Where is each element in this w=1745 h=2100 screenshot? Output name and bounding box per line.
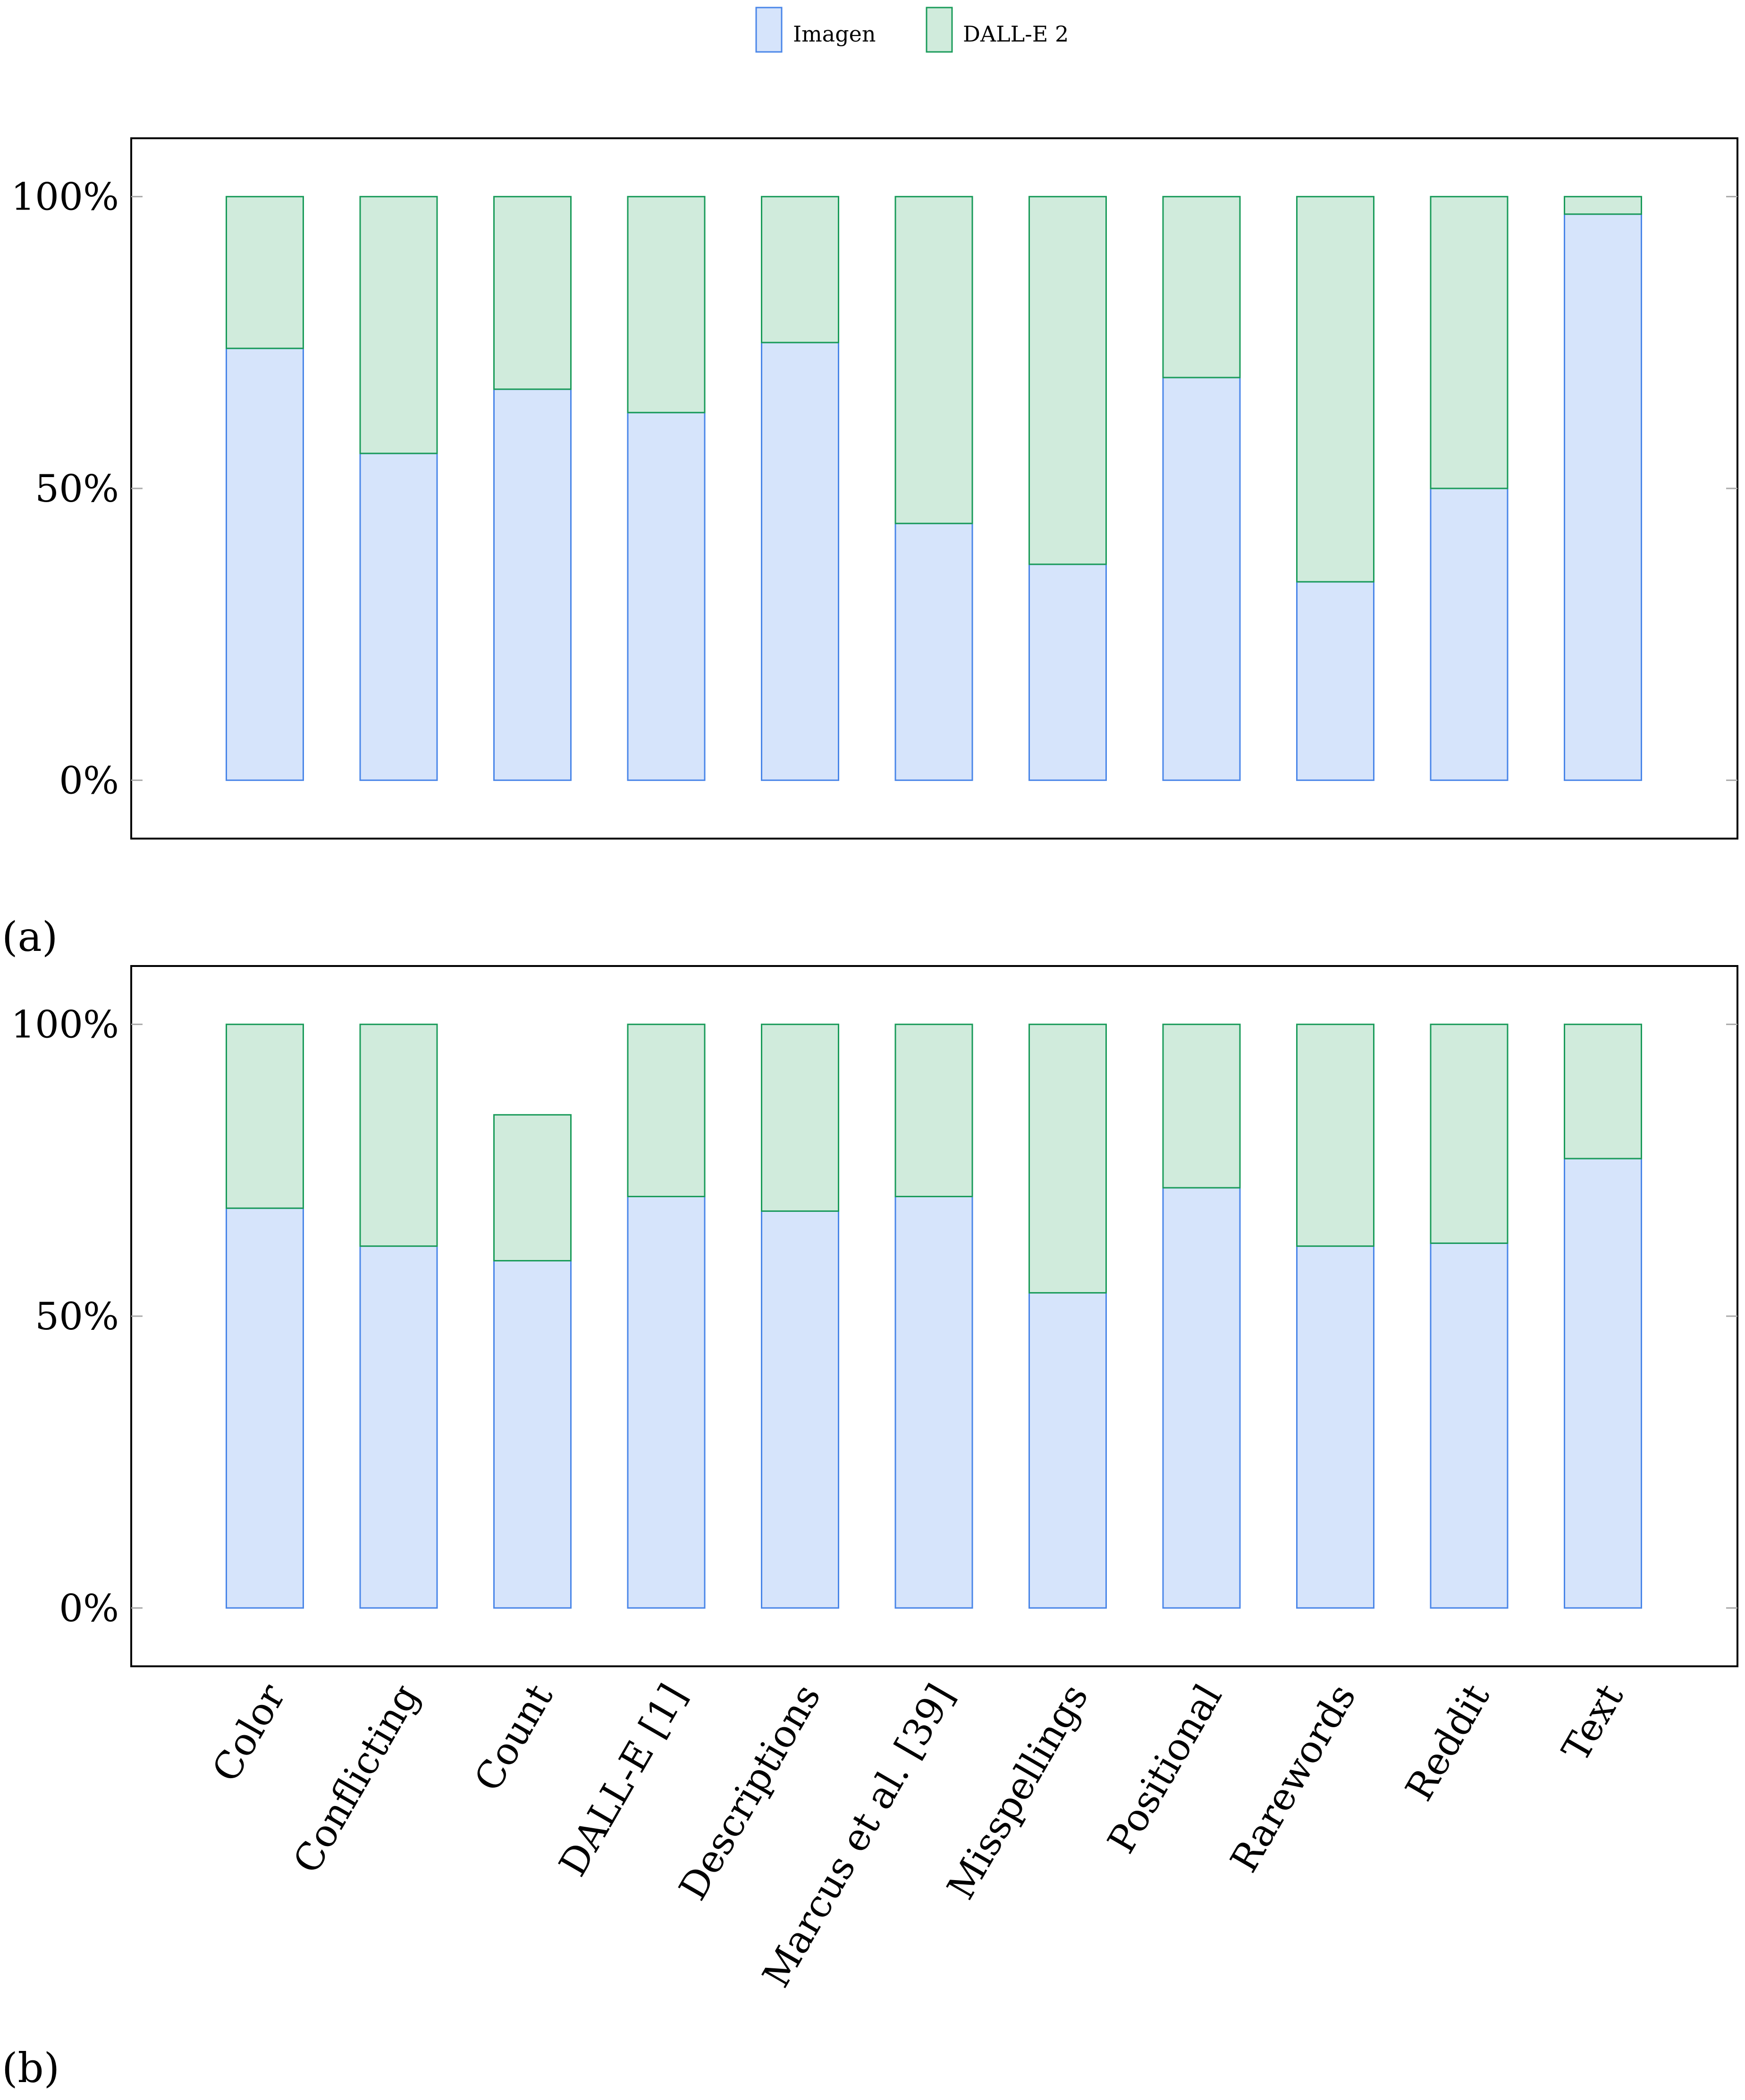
bar-dalle-a <box>894 196 973 524</box>
y-tick-label: 50% <box>35 467 119 511</box>
bar-imagen-b <box>493 1260 572 1609</box>
bar-dalle-a <box>1162 196 1241 378</box>
y-tick-label: 0% <box>59 1586 119 1630</box>
bar-imagen-b <box>1564 1158 1642 1609</box>
bar-imagen-b <box>1296 1245 1374 1609</box>
bar-dalle-a <box>761 196 839 344</box>
bar-dalle-b <box>226 1024 304 1209</box>
legend-dalle-label: DALL-E 2 <box>963 21 1069 47</box>
x-tick-label: Rarewords <box>1222 1677 1365 1880</box>
bar-imagen-a <box>226 347 304 781</box>
bar-dalle-b <box>627 1024 706 1197</box>
bar-imagen-a <box>359 453 438 781</box>
y-tick-label: 100% <box>11 175 119 219</box>
y-tick-label: 50% <box>35 1294 119 1338</box>
x-tick-label: DALL-E [1] <box>550 1677 695 1883</box>
bar-dalle-a <box>1564 196 1642 215</box>
bars-a <box>226 196 1642 781</box>
bar-imagen-a <box>627 412 706 781</box>
bar-dalle-b <box>359 1024 438 1247</box>
bar-dalle-a <box>1430 196 1509 489</box>
x-tick-label: Color <box>203 1676 294 1789</box>
y-tick-label: 0% <box>59 758 119 802</box>
bar-imagen-b <box>1162 1187 1241 1609</box>
bar-dalle-a <box>1296 196 1374 583</box>
bar-imagen-b <box>761 1210 839 1609</box>
legend-imagen-swatch <box>755 7 783 53</box>
y-tick-label: 100% <box>11 1003 119 1047</box>
legend-imagen-label: Imagen <box>793 21 876 47</box>
y-axis-b: 0% 50% 100% <box>11 1003 1737 1630</box>
x-tick-label: Conflicting <box>285 1677 428 1881</box>
x-tick-label: Text <box>1553 1677 1632 1769</box>
bar-dalle-b <box>1564 1024 1642 1159</box>
bar-dalle-b <box>761 1024 839 1212</box>
panel-label-b: (b) <box>2 2045 59 2092</box>
bar-dalle-b <box>1028 1024 1107 1294</box>
x-tick-label: Misspellings <box>939 1677 1097 1907</box>
bar-dalle-b <box>1162 1024 1241 1189</box>
bars-b <box>226 1024 1642 1609</box>
bar-imagen-a <box>761 342 839 781</box>
legend-dalle-swatch <box>926 7 953 53</box>
panel-label-a: (a) <box>2 914 58 961</box>
x-tick-label: Reddit <box>1397 1677 1498 1808</box>
legend: Imagen DALL-E 2 <box>755 7 1069 53</box>
bar-imagen-a <box>1028 563 1107 781</box>
bar-imagen-a <box>1430 487 1509 781</box>
bar-dalle-a <box>493 196 572 390</box>
bar-imagen-a <box>493 388 572 781</box>
bar-dalle-b <box>1296 1024 1374 1247</box>
x-tick-label: Positional <box>1099 1677 1231 1861</box>
bar-imagen-b <box>1028 1292 1107 1609</box>
chart-panel-a: 0% 50% 100% (a) <box>2 137 1738 961</box>
bar-imagen-b <box>627 1195 706 1609</box>
bar-imagen-a <box>894 522 973 781</box>
bar-imagen-a <box>1296 581 1374 781</box>
bar-imagen-b <box>359 1245 438 1609</box>
bar-dalle-a <box>226 196 304 349</box>
bar-imagen-a <box>1564 213 1642 781</box>
x-tick-label: Descriptions <box>670 1677 829 1907</box>
bar-dalle-b <box>493 1114 572 1262</box>
bar-dalle-b <box>1430 1024 1509 1244</box>
bar-imagen-a <box>1162 377 1241 781</box>
x-tick-label: Count <box>466 1677 562 1798</box>
bar-dalle-a <box>627 196 706 413</box>
bar-imagen-b <box>1430 1242 1509 1609</box>
y-axis-a: 0% 50% 100% <box>11 175 1737 802</box>
bar-dalle-b <box>894 1024 973 1197</box>
bar-dalle-a <box>1028 196 1107 565</box>
bar-dalle-a <box>359 196 438 454</box>
bar-imagen-b <box>226 1207 304 1609</box>
bar-imagen-b <box>894 1195 973 1609</box>
